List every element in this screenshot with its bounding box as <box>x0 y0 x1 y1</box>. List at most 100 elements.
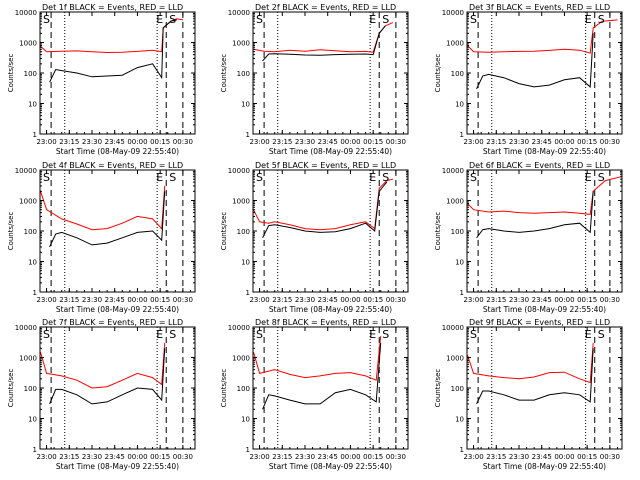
x-tick-label: 23:00 <box>463 453 483 461</box>
y-tick-label: 100 <box>451 385 464 393</box>
y-tick-label: 1 <box>460 131 464 139</box>
x-tick-label: 00:15 <box>150 296 170 304</box>
x-tick-label: 00:00 <box>340 138 360 146</box>
y-tick-label: 10000 <box>442 167 464 175</box>
y-tick-label: 10 <box>455 416 464 424</box>
x-axis-label: Start Time (08-May-09 22:55:40) <box>56 462 179 471</box>
black-events-series <box>262 342 382 410</box>
x-tick-label: 00:00 <box>554 138 574 146</box>
x-tick-label: 23:15 <box>59 453 79 461</box>
x-tick-label: 00:30 <box>386 296 406 304</box>
phase-marker-end: E <box>369 171 376 184</box>
x-tick-label: 00:30 <box>173 296 193 304</box>
y-axis-label: Counts/sec <box>434 369 442 408</box>
y-tick-label: 100 <box>24 70 37 78</box>
y-tick-label: 1 <box>246 446 250 454</box>
phase-marker-end: E <box>585 328 592 341</box>
y-axis-label: Counts/sec <box>7 54 15 93</box>
plot-frame <box>39 326 196 450</box>
y-tick-label: 1 <box>460 289 464 297</box>
y-tick-label: 1 <box>246 131 250 139</box>
x-tick-label: 23:45 <box>532 138 552 146</box>
y-axis-label: Counts/sec <box>7 212 15 251</box>
y-tick-label: 100 <box>451 228 464 236</box>
black-events-series <box>49 19 177 83</box>
y-tick-label: 10000 <box>228 9 250 17</box>
y-tick-label: 1 <box>33 446 37 454</box>
phase-marker-start: S <box>169 13 176 26</box>
x-axis-label: Start Time (08-May-09 22:55:40) <box>56 305 179 314</box>
y-axis-label: Counts/sec <box>220 212 228 251</box>
x-tick-label: 00:00 <box>554 296 574 304</box>
panel-6: Det 6f BLACK = Events, RED = LLD 1 10 100 10… <box>434 161 623 314</box>
plot-title: Det 2f BLACK = Events, RED = LLD <box>255 3 396 12</box>
phase-marker-start: S <box>256 171 263 184</box>
red-lld-series <box>253 336 382 381</box>
x-tick-label: 23:30 <box>82 296 102 304</box>
y-axis-label: Counts/sec <box>7 369 15 408</box>
x-axis-label: Start Time (08-May-09 22:55:40) <box>269 305 392 314</box>
y-tick-label: 1000 <box>446 40 464 48</box>
black-events-series <box>476 191 594 239</box>
phase-marker-end: E <box>585 171 592 184</box>
x-axis-label: Start Time (08-May-09 22:55:40) <box>483 147 606 156</box>
panel-5: Det 5f BLACK = Events, RED = LLD 1 10 100 10… <box>220 161 409 314</box>
plot-title: Det 8f BLACK = Events, RED = LLD <box>255 318 396 327</box>
x-tick-label: 00:00 <box>127 138 147 146</box>
phase-marker-start: S <box>470 13 477 26</box>
y-tick-label: 1 <box>33 289 37 297</box>
x-tick-label: 23:00 <box>36 296 56 304</box>
x-tick-label: 23:15 <box>272 453 292 461</box>
y-axis-label: Counts/sec <box>434 54 442 93</box>
phase-marker-start: S <box>382 171 389 184</box>
x-tick-label: 23:00 <box>249 138 269 146</box>
y-tick-label: 10000 <box>228 324 250 332</box>
x-tick-label: 00:30 <box>386 453 406 461</box>
x-tick-label: 00:15 <box>577 453 597 461</box>
x-tick-label: 23:45 <box>105 453 125 461</box>
y-tick-label: 1000 <box>232 40 250 48</box>
black-events-series <box>476 348 594 405</box>
phase-marker-start: S <box>382 13 389 26</box>
phase-marker-start: S <box>43 328 50 341</box>
y-tick-label: 10 <box>241 416 250 424</box>
x-tick-label: 23:30 <box>509 296 529 304</box>
plot-frame <box>466 169 623 293</box>
x-tick-label: 23:15 <box>59 296 79 304</box>
x-tick-label: 23:45 <box>318 138 338 146</box>
x-tick-label: 23:30 <box>295 296 315 304</box>
plot-frame <box>252 11 409 135</box>
y-tick-label: 10 <box>28 101 37 109</box>
y-tick-label: 1 <box>460 446 464 454</box>
y-tick-label: 10 <box>455 259 464 267</box>
phase-marker-start: S <box>256 328 263 341</box>
y-tick-label: 10000 <box>15 324 37 332</box>
y-tick-label: 100 <box>24 228 37 236</box>
x-tick-label: 23:00 <box>249 296 269 304</box>
plot-title: Det 5f BLACK = Events, RED = LLD <box>255 161 396 170</box>
y-tick-label: 1000 <box>446 198 464 206</box>
phase-marker-start: S <box>598 13 605 26</box>
y-tick-label: 100 <box>237 385 250 393</box>
y-tick-label: 100 <box>237 70 250 78</box>
y-tick-label: 1 <box>246 289 250 297</box>
panel-7: Det 7f BLACK = Events, RED = LLD 1 10 100 10… <box>7 318 196 471</box>
x-tick-label: 00:30 <box>173 453 193 461</box>
x-tick-label: 23:00 <box>36 138 56 146</box>
phase-marker-start: S <box>169 328 176 341</box>
phase-marker-end: E <box>369 13 376 26</box>
y-axis-label: Counts/sec <box>434 212 442 251</box>
phase-marker-start: S <box>43 171 50 184</box>
x-tick-label: 00:15 <box>363 138 383 146</box>
panel-2: Det 2f BLACK = Events, RED = LLD 1 10 100 10… <box>220 3 409 156</box>
y-tick-label: 10000 <box>228 167 250 175</box>
y-tick-label: 100 <box>24 385 37 393</box>
plot-frame <box>466 326 623 450</box>
phase-marker-start: S <box>598 328 605 341</box>
panel-9: Det 9f BLACK = Events, RED = LLD 1 10 100 10… <box>434 318 623 471</box>
x-tick-label: 00:30 <box>386 138 406 146</box>
phase-marker-start: S <box>256 13 263 26</box>
y-tick-label: 1000 <box>446 355 464 363</box>
plot-title: Det 6f BLACK = Events, RED = LLD <box>469 161 610 170</box>
phase-marker-start: S <box>43 13 50 26</box>
